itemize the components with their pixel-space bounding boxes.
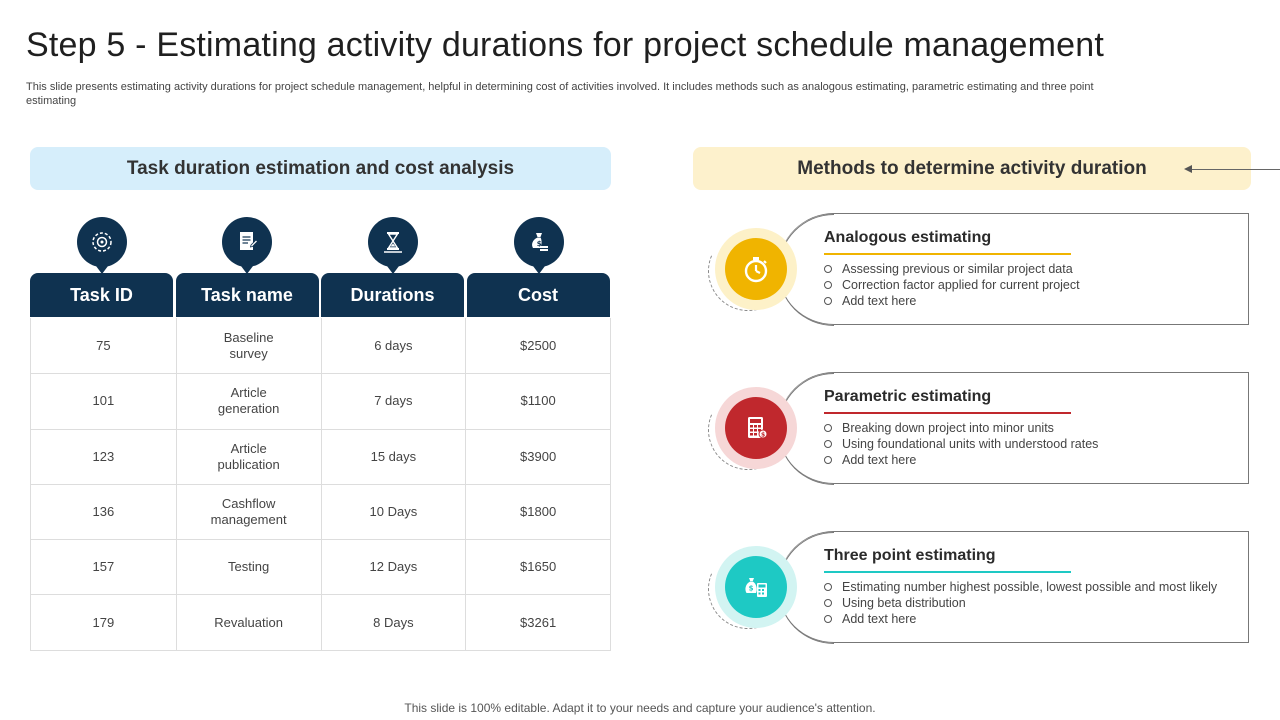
table-row: 136 Cashflow management 10 Days $1800	[31, 483, 610, 540]
method-underline	[824, 412, 1071, 414]
methods-heading: Methods to determine activity duration	[693, 147, 1251, 190]
table-row: 123 Article publication 15 days $3900	[31, 428, 610, 484]
cost-cell: $2500	[465, 318, 610, 374]
method-card-three-point: $ Three point estimating Estimating numb…	[696, 531, 1252, 644]
target-gear-icon	[77, 217, 127, 274]
column-header-durations: Durations	[321, 273, 464, 317]
column-header-task-id: Task ID	[30, 273, 173, 317]
page-subtitle: This slide presents estimating activity …	[26, 81, 1094, 107]
duration-cell: 6 days	[320, 318, 466, 374]
list-item: Correction factor applied for current pr…	[824, 277, 1080, 293]
document-icon	[222, 217, 272, 274]
list-item: Add text here	[824, 293, 1080, 309]
method-bullets: Breaking down project into minor units U…	[824, 420, 1098, 468]
cost-cell: $1650	[465, 540, 610, 595]
bullet-text: Using foundational units with understood…	[842, 437, 1099, 451]
method-bullets: Estimating number highest possible, lowe…	[824, 579, 1217, 627]
method-underline	[824, 253, 1071, 255]
column-header-cost: Cost	[466, 273, 610, 317]
table-row: 179 Revaluation 8 Days $3261	[31, 594, 610, 650]
task-name-cell: Testing	[175, 540, 321, 595]
bullet-text: Estimating number highest possible, lowe…	[842, 580, 1218, 594]
cost-cell: $1100	[465, 374, 610, 429]
hourglass-icon	[368, 217, 418, 274]
money-bag-icon: $	[514, 217, 564, 274]
duration-cell: 15 days	[320, 429, 466, 484]
duration-cell: 7 days	[320, 374, 466, 429]
list-item: Add text here	[824, 452, 1098, 468]
page-title: Step 5 - Estimating activity durations f…	[26, 26, 1104, 64]
task-table: 75 Baseline survey 6 days $2500 101 Arti…	[30, 318, 611, 651]
calculator-icon: $	[725, 397, 787, 459]
svg-text:$: $	[761, 432, 765, 439]
list-item: Using foundational units with understood…	[824, 436, 1098, 452]
task-name-cell: Baseline survey	[175, 318, 321, 374]
method-card-analogous: Analogous estimating Assessing previous …	[696, 213, 1252, 326]
column-header-task-name: Task name	[175, 273, 319, 317]
bullet-text: Using beta distribution	[842, 596, 966, 610]
list-item: Estimating number highest possible, lowe…	[824, 579, 1217, 595]
task-id-cell: 136	[92, 504, 115, 520]
method-card-frame	[778, 372, 1249, 485]
task-id-cell: 157	[92, 559, 115, 575]
task-id-cell: 123	[92, 448, 115, 464]
table-row: 75 Baseline survey 6 days $2500	[31, 318, 610, 374]
method-title: Analogous estimating	[824, 229, 992, 246]
bullet-text: Assessing previous or similar project da…	[842, 262, 1073, 276]
bullet-text: Breaking down project into minor units	[842, 421, 1054, 435]
list-item: Breaking down project into minor units	[824, 420, 1098, 436]
duration-cell: 12 Days	[320, 540, 466, 595]
duration-cell: 10 Days	[320, 484, 466, 540]
task-id-cell: 75	[96, 337, 111, 353]
arrow-left-icon	[1184, 165, 1192, 173]
task-name-cell: Article publication	[175, 429, 321, 484]
task-name-cell: Revaluation	[175, 595, 321, 650]
list-item: Add text here	[824, 611, 1217, 627]
table-row: 101 Article generation 7 days $1100	[31, 373, 610, 429]
bullet-text: Add text here	[842, 294, 917, 308]
list-item: Assessing previous or similar project da…	[824, 261, 1080, 277]
method-card-parametric: $ Parametric estimating Breaking down pr…	[696, 372, 1252, 485]
list-item: Using beta distribution	[824, 595, 1217, 611]
method-title: Three point estimating	[824, 547, 996, 564]
task-name-cell: Article generation	[175, 374, 321, 429]
method-underline	[824, 571, 1071, 573]
cost-cell: $1800	[465, 484, 610, 540]
footer-note: This slide is 100% editable. Adapt it to…	[404, 701, 876, 715]
bullet-text: Add text here	[842, 612, 917, 626]
bullet-text: Correction factor applied for current pr…	[842, 278, 1080, 292]
bullet-text: Add text here	[842, 453, 917, 467]
method-card-frame	[778, 213, 1249, 326]
task-table-heading: Task duration estimation and cost analys…	[30, 147, 611, 190]
cost-cell: $3261	[465, 595, 610, 650]
method-bullets: Assessing previous or similar project da…	[824, 261, 1080, 309]
svg-text:$: $	[749, 585, 754, 593]
method-title: Parametric estimating	[824, 388, 992, 405]
cost-cell: $3900	[465, 429, 610, 484]
duration-cell: 8 Days	[320, 595, 466, 650]
svg-text:$: $	[537, 240, 542, 248]
arrow-line	[1186, 169, 1280, 170]
method-card-frame	[778, 531, 1249, 644]
stopwatch-icon	[725, 238, 787, 300]
task-name-cell: Cashflow management	[175, 484, 321, 540]
task-id-cell: 179	[92, 614, 115, 630]
table-row: 157 Testing 12 Days $1650	[31, 539, 610, 595]
task-id-cell: 101	[92, 393, 115, 409]
money-calculator-icon: $	[725, 556, 787, 618]
